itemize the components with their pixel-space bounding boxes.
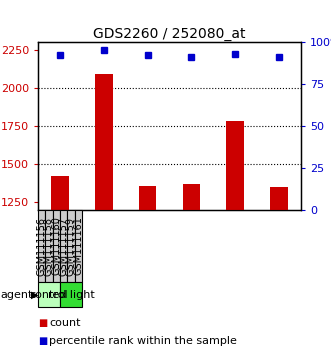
Bar: [45, 210, 53, 282]
Bar: [270, 187, 288, 210]
Bar: [60, 210, 67, 282]
Title: GDS2260 / 252080_at: GDS2260 / 252080_at: [93, 27, 246, 41]
Bar: [38, 210, 45, 282]
Bar: [74, 210, 82, 282]
Bar: [139, 186, 156, 210]
Text: control: control: [30, 290, 68, 299]
Text: percentile rank within the sample: percentile rank within the sample: [49, 336, 237, 346]
Text: ▶: ▶: [31, 290, 39, 299]
Bar: [38, 282, 60, 307]
Text: ■: ■: [38, 319, 47, 329]
Text: GSM111158: GSM111158: [44, 217, 54, 275]
Bar: [95, 74, 113, 210]
Bar: [67, 210, 74, 282]
Bar: [226, 121, 244, 210]
Bar: [53, 210, 60, 282]
Text: GSM111160: GSM111160: [51, 217, 61, 275]
Bar: [60, 282, 82, 307]
Text: GSM111156: GSM111156: [37, 217, 47, 275]
Text: GSM111161: GSM111161: [73, 217, 83, 275]
Text: GSM111157: GSM111157: [59, 216, 69, 275]
Text: agent: agent: [1, 290, 33, 299]
Text: red light: red light: [48, 290, 94, 299]
Text: count: count: [49, 319, 80, 329]
Text: ■: ■: [38, 336, 47, 346]
Bar: [183, 184, 200, 210]
Bar: [51, 176, 69, 210]
Text: GSM111159: GSM111159: [66, 217, 76, 275]
